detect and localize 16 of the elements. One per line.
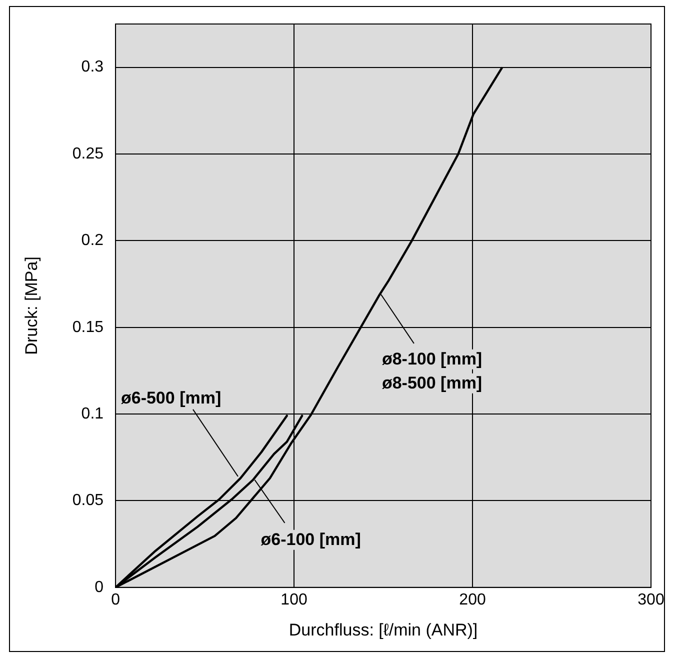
annotation: ø8-100 [mm] ø8-500 [mm] bbox=[382, 349, 482, 392]
x-tick-label: 0 bbox=[111, 591, 120, 608]
annotation: ø6-100 [mm] bbox=[260, 530, 361, 549]
y-tick-label: 0.05 bbox=[72, 492, 104, 510]
y-axis-title: Druck: [MPa] bbox=[22, 256, 41, 355]
x-tick-label: 300 bbox=[638, 591, 664, 608]
y-tick-label: 0.15 bbox=[72, 318, 104, 336]
y-tick-label: 0 bbox=[94, 578, 104, 596]
x-tick-label: 100 bbox=[280, 591, 308, 608]
x-tick-label: 200 bbox=[459, 591, 486, 608]
y-tick-label: 0.1 bbox=[81, 405, 104, 422]
x-axis-title: Durchfluss: [ℓ/min (ANR)] bbox=[288, 620, 478, 640]
annotation: ø6-500 [mm] bbox=[120, 388, 222, 408]
y-tick-label: 0.25 bbox=[72, 145, 104, 162]
y-tick-label: 0.3 bbox=[81, 58, 104, 76]
y-tick-label: 0.2 bbox=[81, 232, 104, 250]
